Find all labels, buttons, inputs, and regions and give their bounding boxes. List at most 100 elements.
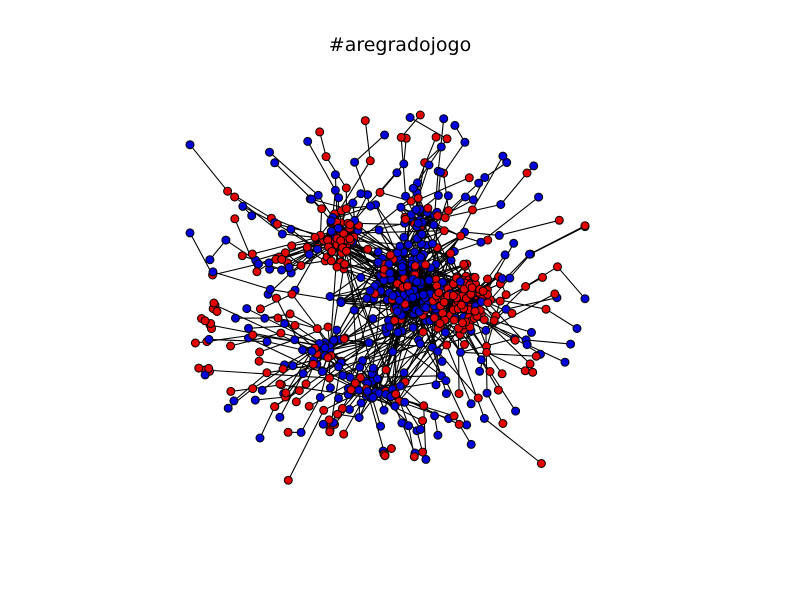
graph-node-blue xyxy=(455,277,465,287)
graph-node-blue xyxy=(326,216,336,226)
graph-node-blue xyxy=(416,252,426,262)
graph-node-blue xyxy=(456,347,466,357)
graph-node-blue xyxy=(482,388,492,398)
graph-node-blue xyxy=(255,433,265,443)
graph-node-red xyxy=(449,411,459,421)
graph-node-blue xyxy=(315,392,325,402)
graph-edge xyxy=(287,410,325,481)
graph-edge xyxy=(431,347,447,394)
graph-node-blue xyxy=(338,371,348,380)
graph-edge xyxy=(255,396,286,401)
graph-node-blue xyxy=(275,412,285,422)
graph-node-red xyxy=(419,401,429,411)
graph-node-red xyxy=(456,231,466,241)
graph-node-red xyxy=(345,220,355,230)
graph-node-blue xyxy=(277,265,287,275)
graph-node-red xyxy=(385,250,395,260)
graph-node-blue xyxy=(354,413,364,422)
graph-node-blue xyxy=(238,201,248,211)
graph-node-blue xyxy=(288,361,298,371)
graph-edge xyxy=(500,172,528,205)
graph-node-blue xyxy=(408,293,418,302)
graph-node-red xyxy=(470,306,480,316)
graph-edge xyxy=(295,366,339,403)
graph-node-blue xyxy=(356,189,366,199)
graph-node-blue xyxy=(229,396,239,406)
graph-node-blue xyxy=(476,237,486,247)
graph-node-blue xyxy=(317,367,327,377)
graph-node-red xyxy=(340,259,350,269)
graph-node-red xyxy=(248,384,258,394)
graph-edge xyxy=(269,151,319,196)
graph-edge xyxy=(208,338,268,343)
graph-node-blue xyxy=(525,249,534,259)
graph-edge xyxy=(529,225,586,255)
graph-node-red xyxy=(291,397,301,407)
graph-edge xyxy=(214,304,319,354)
graph-node-blue xyxy=(480,173,490,182)
graph-node-red xyxy=(324,373,334,383)
graph-node-red xyxy=(296,261,306,270)
graph-node-blue xyxy=(374,225,384,235)
graph-node-blue xyxy=(431,380,441,390)
graph-node-red xyxy=(410,261,420,271)
graph-node-blue xyxy=(208,267,218,277)
graph-node-blue xyxy=(395,241,405,251)
graph-node-blue xyxy=(534,192,544,202)
graph-node-red xyxy=(536,459,546,468)
graph-node-blue xyxy=(356,398,366,408)
graph-edge xyxy=(358,377,362,418)
graph-node-blue xyxy=(380,130,390,140)
graph-edge xyxy=(486,243,515,291)
graph-edge xyxy=(499,219,560,236)
graph-node-blue xyxy=(399,368,409,378)
graph-node-blue xyxy=(390,401,400,411)
graph-node-blue xyxy=(511,406,521,416)
graph-node-red xyxy=(550,289,560,299)
graph-node-red xyxy=(212,307,222,316)
graph-edge xyxy=(307,141,336,191)
graph-node-red xyxy=(482,347,492,357)
graph-edge xyxy=(398,324,464,402)
graph-edge xyxy=(479,254,506,290)
graph-node-blue xyxy=(350,157,360,167)
graph-node-red xyxy=(440,213,450,223)
graph-node-red xyxy=(285,309,295,319)
graph-node-blue xyxy=(399,159,409,169)
graph-node-red xyxy=(248,330,258,340)
graph-node-blue xyxy=(325,383,335,393)
graph-node-red xyxy=(418,327,428,337)
graph-node-red xyxy=(304,401,314,411)
graph-node-red xyxy=(226,386,236,396)
graph-edge xyxy=(279,373,304,418)
graph-node-red xyxy=(483,298,493,308)
graph-edge xyxy=(400,114,421,138)
graph-edge xyxy=(526,344,566,363)
graph-node-blue xyxy=(363,386,372,396)
graph-node-blue xyxy=(231,313,240,323)
graph-edge xyxy=(480,196,539,243)
graph-edge xyxy=(252,368,284,390)
graph-node-red xyxy=(442,340,452,350)
graph-node-blue xyxy=(296,427,306,437)
graph-edge xyxy=(279,363,314,385)
graph-node-red xyxy=(495,296,505,306)
graph-node-blue xyxy=(365,201,375,211)
graph-edge xyxy=(435,351,439,385)
graph-node-red xyxy=(522,168,532,178)
graph-node-red xyxy=(449,315,459,325)
graph-node-blue xyxy=(529,161,539,171)
graph-node-blue xyxy=(496,200,506,209)
graph-node-blue xyxy=(441,376,451,386)
graph-node-blue xyxy=(185,140,195,150)
graph-node-red xyxy=(525,359,535,369)
graph-node-red xyxy=(460,340,469,349)
graph-node-red xyxy=(553,262,562,272)
graph-node-red xyxy=(278,364,288,374)
graph-edge xyxy=(259,339,295,353)
graph-node-blue xyxy=(280,319,290,329)
graph-edge xyxy=(294,326,329,341)
graph-node-red xyxy=(423,203,433,213)
graph-node-blue xyxy=(401,191,411,201)
